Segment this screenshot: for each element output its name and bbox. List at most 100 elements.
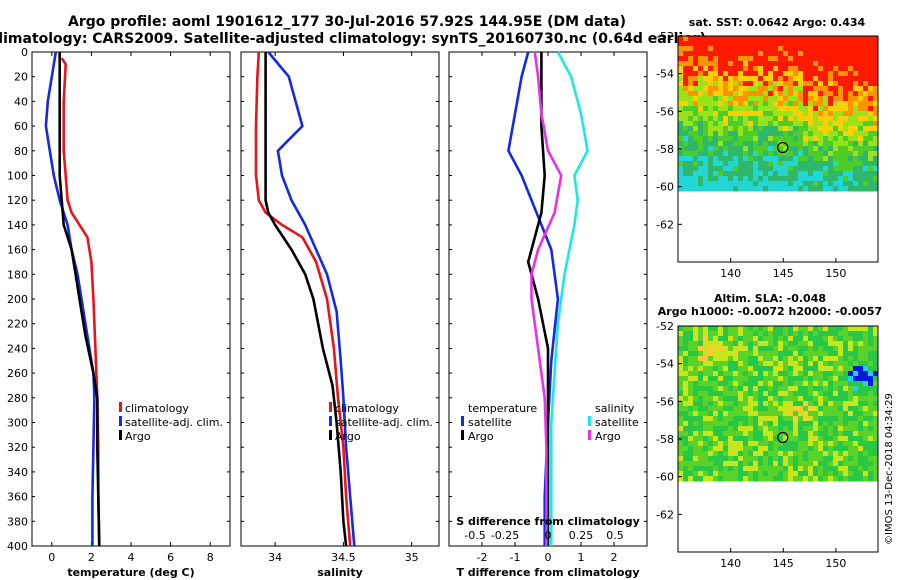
map-cell [833,341,839,347]
map-cell [813,401,819,407]
map-cell [723,161,729,167]
map-cell [738,461,744,467]
map-cell [748,416,754,422]
map-cell [848,51,854,57]
map-cell [868,451,874,457]
map-cell [723,46,729,52]
map-cell [743,86,749,92]
map-cell [778,56,784,62]
map-cell [868,156,874,162]
map-cell [833,371,839,377]
map-cell [858,101,864,107]
map-cell [718,456,724,462]
title-line-2: Climatology: CARS2009. Satellite-adjuste… [0,31,706,47]
map-cell [828,181,834,187]
map-cell [863,41,869,47]
map-cell [728,71,734,77]
map-cell [783,36,789,42]
map-cell [858,146,864,152]
map-cell [748,401,754,407]
map-cell [868,176,874,182]
map-cell [833,356,839,362]
map-cell [843,326,849,332]
map-cell [858,446,864,452]
map-cell [773,116,779,122]
map-cell [698,106,704,112]
map-cell [683,466,689,472]
map-cell [868,341,874,347]
map-cell [863,471,869,477]
map-cell [813,51,819,57]
map-cell [858,156,864,162]
map-cell [823,366,829,372]
map-cell [733,426,739,432]
map-cell [803,36,809,42]
map-cell [808,146,814,152]
map-cell [853,111,859,117]
map-cell [703,421,709,427]
map-cell [768,51,774,57]
map-cell [873,396,879,402]
map-cell [873,371,879,377]
map-cell [778,46,784,52]
map-cell [773,131,779,137]
map-cell [728,471,734,477]
map-cell [713,46,719,52]
map-cell [683,376,689,382]
map-cell [758,176,764,182]
map-cell [753,471,759,477]
map-cell [788,346,794,352]
map-cell [778,131,784,137]
map-cell [713,51,719,57]
map-cell [758,371,764,377]
map-cell [778,101,784,107]
map-cell [773,126,779,132]
map-cell [863,166,869,172]
map-cell [843,61,849,67]
map-cell [783,46,789,52]
map-cell [828,456,834,462]
map-cell [743,171,749,177]
map-cell [838,476,844,482]
map-cell [683,156,689,162]
map-cell [753,106,759,112]
map-cell [713,76,719,82]
map-cell [873,446,879,452]
legend-ssat-swatch [588,416,591,426]
map-cell [808,431,814,437]
map-cell [788,141,794,147]
map-cell [873,96,879,102]
map-cell [773,421,779,427]
map-cell [833,41,839,47]
map-cell [708,151,714,157]
map-cell [868,81,874,87]
map-cell [743,336,749,342]
map-cell [753,131,759,137]
map-cell [738,66,744,72]
map-cell [843,36,849,42]
map-cell [728,36,734,42]
map-cell [778,71,784,77]
map-cell [788,381,794,387]
map-cell [713,121,719,127]
map-cell [748,186,754,192]
map-cell [778,401,784,407]
map-cell [788,91,794,97]
map-cell [678,46,684,52]
map-cell [858,121,864,127]
map-cell [843,401,849,407]
map-cell [803,181,809,187]
map-cell [783,411,789,417]
map-cell [733,131,739,137]
map-cell [848,446,854,452]
map-cell [858,326,864,332]
map-cell [733,366,739,372]
map-cell [713,476,719,482]
map-cell [833,441,839,447]
map-cell [798,186,804,192]
map-cell [848,161,854,167]
map-cell [708,471,714,477]
map-cell [873,176,879,182]
map-cell [843,156,849,162]
map-cell [763,451,769,457]
